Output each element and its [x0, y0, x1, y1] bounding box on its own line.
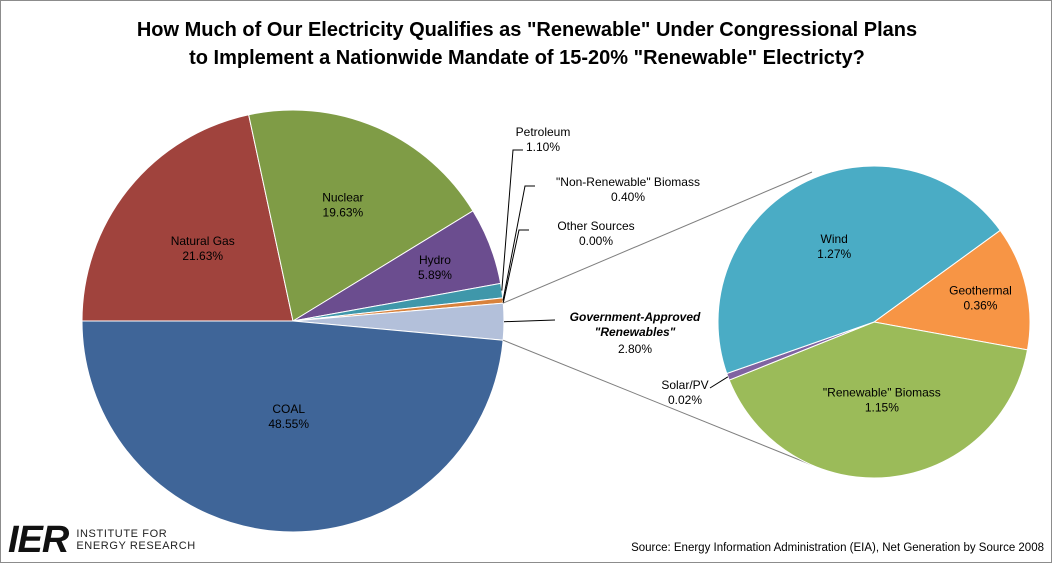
label-natural-gas-line-2: 21.63% [182, 249, 223, 263]
label-renewables-value: 2.80% [618, 342, 652, 356]
ier-logo: IER INSTITUTE FOR ENERGY RESEARCH [8, 521, 196, 559]
label-petroleum-line-2: 1.10% [526, 140, 560, 154]
leader-renewables [503, 319, 556, 323]
label-renewables-line-2: "Renewables" [595, 325, 676, 339]
slice-geothermal [872, 229, 1031, 351]
leader-non-renewable-biomass [502, 185, 535, 301]
chart-title: How Much of Our Electricity Qualifies as… [0, 16, 1054, 72]
logo-mark-text: IER [8, 519, 69, 561]
label-coal-line-2: 48.55% [268, 417, 309, 431]
slice-wind [717, 165, 1001, 375]
logo-line-1: INSTITUTE FOR [76, 528, 168, 540]
label-coal-line-1: COAL [272, 402, 305, 416]
leader-other-sources [502, 229, 529, 304]
label-nuclear-line-1: Nuclear [322, 191, 363, 205]
label-geothermal-line-1: Geothermal [949, 284, 1012, 298]
label-nuclear-line-2: 19.63% [323, 206, 364, 220]
connector-line-bottom [502, 339, 813, 466]
logo-text: INSTITUTE FOR ENERGY RESEARCH [76, 528, 195, 552]
slice-nuclear [248, 109, 474, 322]
label-renewable-biomass-line-2: 1.15% [865, 401, 899, 415]
logo-line-2: ENERGY RESEARCH [76, 540, 196, 552]
leader-petroleum [501, 149, 523, 291]
label-other-sources-line-1: Other Sources [557, 219, 634, 233]
logo-mark: IER [8, 519, 69, 561]
title-line-2: to Implement a Nationwide Mandate of 15-… [189, 47, 865, 69]
label-petroleum-line-1: Petroleum [516, 125, 571, 139]
slice-natural-gas [81, 114, 294, 322]
label-renewables-line-1: Government-Approved [570, 310, 701, 324]
label-non-renewable-biomass-line-1: "Non-Renewable" Biomass [556, 175, 700, 189]
label-renewable-biomass-line-1: "Renewable" Biomass [823, 386, 941, 400]
label-hydro-line-2: 5.89% [418, 268, 452, 282]
label-non-renewable-biomass-line-2: 0.40% [611, 190, 645, 204]
leader-solar-pv [709, 376, 729, 389]
source-note: Source: Energy Information Administratio… [631, 542, 1044, 554]
label-natural-gas-line-1: Natural Gas [171, 234, 235, 248]
label-solar-pv-line-1: Solar/PV [661, 378, 708, 392]
title-line-1: How Much of Our Electricity Qualifies as… [136, 19, 918, 41]
label-wind-line-2: 1.27% [817, 247, 851, 261]
label-geothermal-line-2: 0.36% [963, 299, 997, 313]
slice-coal [81, 320, 504, 533]
label-solar-pv-line-2: 0.02% [668, 393, 702, 407]
connector-line-top [503, 171, 813, 304]
label-other-sources-line-2: 0.00% [579, 234, 613, 248]
label-wind-line-1: Wind [821, 232, 848, 246]
label-hydro-line-1: Hydro [419, 253, 451, 267]
slice-renewable-biomass [728, 321, 1029, 479]
